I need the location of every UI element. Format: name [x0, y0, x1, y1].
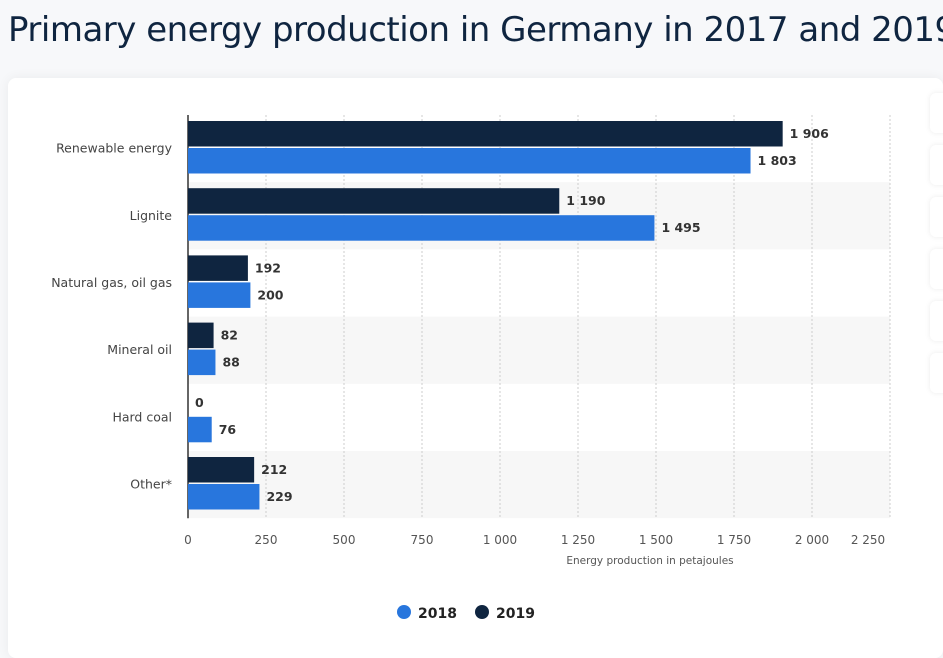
- data-label: 212: [261, 462, 287, 477]
- x-tick-label: 2 000: [795, 533, 829, 547]
- data-label: 200: [257, 287, 283, 302]
- x-tick-label: 750: [411, 533, 434, 547]
- data-label: 229: [266, 489, 292, 504]
- data-label: 1 803: [758, 153, 797, 168]
- bar-2018: [188, 215, 655, 241]
- x-tick-label: 0: [184, 533, 192, 547]
- data-label: 1 906: [790, 126, 829, 141]
- side-tool-button[interactable]: [930, 249, 943, 289]
- category-label: Other*: [130, 477, 172, 492]
- bar-2019: [188, 188, 560, 214]
- x-tick-label: 1 250: [561, 533, 595, 547]
- bar-2019: [188, 121, 783, 147]
- data-label: 76: [219, 422, 237, 437]
- bar-2018: [188, 349, 216, 376]
- bar-2018: [188, 148, 751, 174]
- data-label: 82: [221, 328, 238, 343]
- category-label: Natural gas, oil gas: [51, 275, 172, 290]
- category-label: Mineral oil: [107, 342, 172, 357]
- side-tool-button[interactable]: [930, 353, 943, 393]
- row-band: [188, 451, 890, 519]
- bar-2019: [188, 322, 214, 349]
- x-tick-label: 1 000: [483, 533, 517, 547]
- data-label: 1 190: [566, 193, 605, 208]
- legend-label: 2019: [496, 606, 535, 622]
- bar-2019: [188, 457, 255, 483]
- legend-marker-2018: [397, 605, 411, 619]
- x-tick-label: 1 500: [639, 533, 673, 547]
- bar-2018: [188, 484, 260, 510]
- x-tick-label: 2 250: [851, 533, 885, 547]
- page-title: Primary energy production in Germany in …: [8, 10, 943, 50]
- data-label: 192: [255, 260, 281, 275]
- category-label: Renewable energy: [56, 141, 173, 156]
- bar-2019: [188, 255, 248, 281]
- x-tick-label: 500: [333, 533, 356, 547]
- category-label: Lignite: [130, 208, 173, 223]
- side-tool-button[interactable]: [930, 301, 943, 341]
- bar-2018: [188, 416, 212, 443]
- data-label: 1 495: [661, 220, 700, 235]
- data-label: 88: [222, 355, 239, 370]
- category-label: Hard coal: [112, 409, 172, 424]
- legend-label: 2018: [418, 606, 457, 622]
- x-tick-label: 250: [255, 533, 278, 547]
- x-tick-label: 1 750: [717, 533, 751, 547]
- bar-2018: [188, 282, 251, 308]
- side-tool-button[interactable]: [930, 93, 943, 133]
- side-tool-button[interactable]: [930, 145, 943, 185]
- data-label: 0: [195, 395, 204, 410]
- row-band: [188, 316, 890, 384]
- side-tool-button[interactable]: [930, 197, 943, 237]
- legend-marker-2019: [475, 605, 489, 619]
- x-axis-title: Energy production in petajoules: [566, 555, 733, 567]
